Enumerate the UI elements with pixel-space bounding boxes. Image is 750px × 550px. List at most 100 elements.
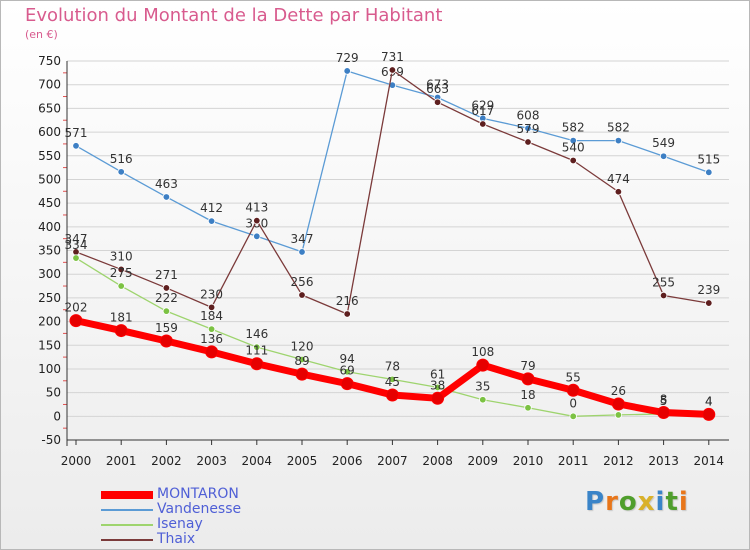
- data-point: [479, 396, 487, 404]
- data-point: [253, 232, 261, 240]
- legend-label: MONTARON: [157, 486, 239, 502]
- data-point: [657, 406, 671, 420]
- y-tick-label: 250: [38, 291, 61, 305]
- data-point: [569, 136, 577, 145]
- data-point: [569, 412, 577, 421]
- data-label: 184: [200, 309, 223, 323]
- data-label: 35: [475, 380, 490, 394]
- data-point: [162, 193, 171, 201]
- data-point: [343, 67, 351, 75]
- y-tick-label: 50: [46, 386, 61, 400]
- data-label: 334: [65, 238, 88, 252]
- x-tick-label: 2008: [422, 454, 453, 468]
- data-point: [298, 291, 306, 299]
- data-point: [117, 168, 125, 176]
- data-label: 222: [155, 291, 178, 305]
- data-point: [72, 142, 80, 150]
- data-point: [69, 314, 83, 328]
- data-label: 663: [426, 82, 449, 96]
- data-label: 55: [566, 370, 581, 384]
- data-label: 146: [245, 327, 268, 341]
- data-point: [566, 383, 580, 397]
- data-label: 5: [660, 394, 668, 408]
- data-label: 310: [110, 249, 133, 263]
- data-label: 474: [607, 172, 630, 186]
- data-label: 61: [430, 367, 445, 381]
- data-point: [162, 284, 171, 292]
- data-label: 230: [200, 287, 223, 301]
- data-label: 4: [705, 394, 713, 408]
- data-label: 582: [607, 121, 630, 135]
- data-point: [253, 343, 261, 351]
- x-tick-label: 2004: [242, 454, 273, 468]
- data-label: 608: [517, 108, 540, 122]
- data-point: [298, 355, 306, 364]
- data-point: [614, 188, 623, 196]
- legend-swatch: [101, 539, 153, 541]
- x-tick-label: 2013: [648, 454, 679, 468]
- data-label: 26: [611, 384, 626, 398]
- data-point: [388, 66, 397, 74]
- data-point: [524, 138, 532, 146]
- y-tick-label: 550: [38, 149, 61, 163]
- x-tick-label: 2006: [332, 454, 363, 468]
- data-label: 202: [65, 301, 88, 315]
- y-tick-label: 0: [53, 409, 61, 423]
- data-point: [569, 156, 577, 165]
- y-tick-label: 200: [38, 315, 61, 329]
- legend-swatch: [101, 491, 153, 499]
- data-label: 412: [200, 201, 223, 215]
- x-tick-label: 2012: [603, 454, 634, 468]
- data-label: 159: [155, 321, 178, 335]
- logo-letter: r: [605, 487, 619, 517]
- data-label: 239: [697, 283, 720, 297]
- y-tick-label: 600: [38, 125, 61, 139]
- logo-letter: x: [637, 487, 656, 517]
- legend-label: Vandenesse: [157, 501, 242, 517]
- data-point: [72, 254, 80, 262]
- data-point: [205, 345, 219, 359]
- data-point: [207, 325, 216, 333]
- x-tick-label: 2005: [287, 454, 318, 468]
- chart-title: Evolution du Montant de la Dette par Hab…: [25, 5, 443, 26]
- logo-letter: i: [678, 487, 689, 517]
- legend-label: Thaix: [157, 531, 196, 547]
- data-label: 275: [110, 266, 133, 280]
- data-label: 540: [562, 140, 585, 154]
- x-tick-label: 2002: [151, 454, 182, 468]
- data-point: [433, 98, 442, 106]
- data-point: [614, 136, 623, 145]
- data-point: [207, 217, 216, 225]
- data-point: [476, 358, 490, 372]
- data-point: [611, 397, 625, 411]
- data-label: 136: [200, 332, 223, 346]
- data-point: [340, 377, 354, 391]
- logo-letter: t: [665, 487, 679, 517]
- data-label: 549: [652, 136, 675, 150]
- data-label: 38: [430, 378, 445, 392]
- x-tick-label: 2010: [513, 454, 544, 468]
- x-tick-label: 2003: [196, 454, 227, 468]
- data-label: 256: [291, 275, 314, 289]
- x-tick-label: 2014: [694, 454, 725, 468]
- data-point: [659, 152, 668, 160]
- series-line-vandenesse: [75, 70, 710, 253]
- data-label: 463: [155, 177, 178, 191]
- data-point: [705, 299, 713, 307]
- x-tick-label: 2009: [468, 454, 499, 468]
- data-point: [524, 124, 532, 132]
- y-tick-label: 650: [38, 101, 61, 115]
- legend-swatch: [101, 524, 153, 526]
- logo-letter: P: [585, 487, 606, 517]
- y-tick-label: 750: [38, 54, 61, 68]
- data-point: [659, 291, 668, 300]
- data-point: [702, 407, 716, 421]
- data-label: 79: [520, 359, 535, 373]
- data-label: 629: [471, 98, 494, 112]
- chart-subtitle: (en €): [25, 28, 58, 41]
- data-label: 89: [294, 354, 309, 368]
- data-point: [385, 388, 399, 402]
- y-tick-label: 700: [38, 78, 61, 92]
- data-point: [250, 357, 264, 371]
